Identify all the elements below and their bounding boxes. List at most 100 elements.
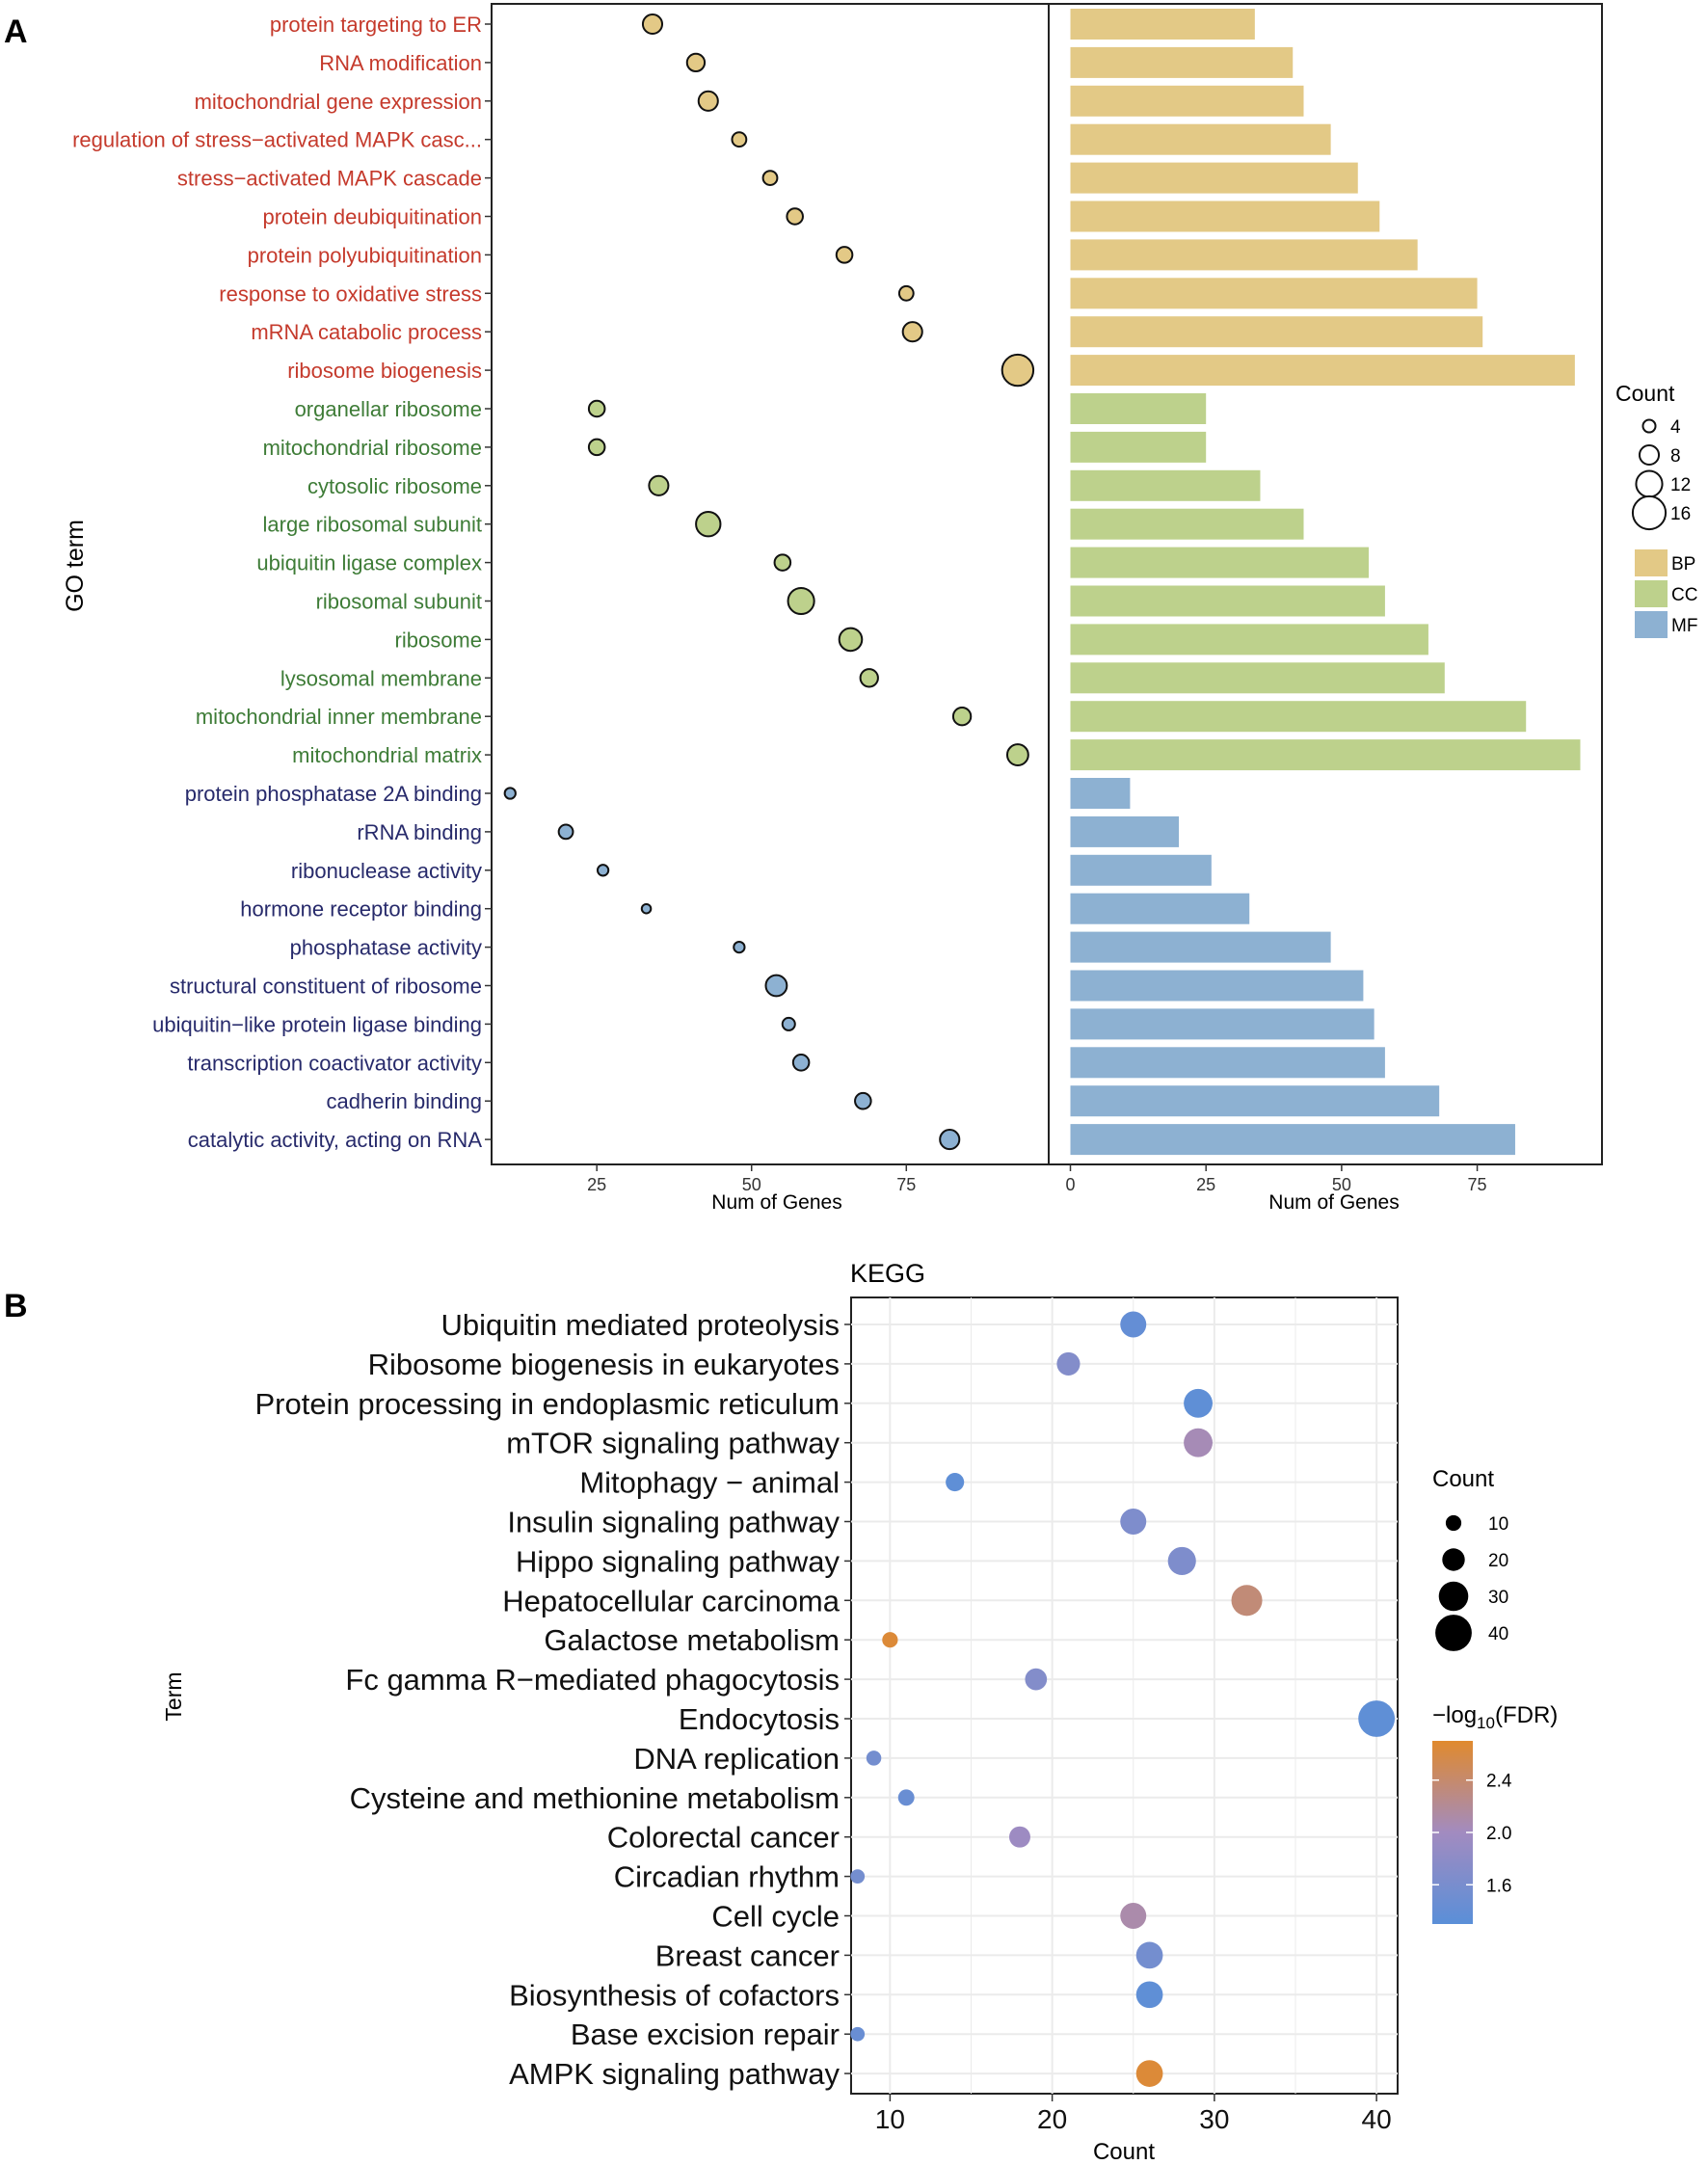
go-legend-size-label: 16: [1670, 504, 1691, 524]
go-term-label: transcription coactivator activity: [187, 1051, 482, 1075]
go-term-label: cadherin binding: [327, 1089, 482, 1113]
go-dot: [587, 438, 606, 457]
go-bar: [1070, 162, 1358, 194]
go-legend-size-label: 12: [1670, 475, 1691, 495]
kegg-plot-area: [850, 1296, 1399, 2095]
kegg-dot: [866, 1751, 882, 1766]
kegg-panel: KEGG Ubiquitin mediated proteolysis Ribos…: [161, 1259, 1558, 2165]
go-bar: [1070, 893, 1250, 924]
go-dot: [648, 474, 670, 496]
kegg-size-legend-circle: [1442, 1548, 1465, 1571]
kegg-dot: [1025, 1668, 1048, 1691]
kegg-dot: [1120, 1509, 1147, 1535]
kegg-dot: [882, 1632, 898, 1648]
go-legend-swatch: [1635, 611, 1668, 638]
go-bar: [1070, 778, 1131, 809]
go-dot: [791, 1054, 811, 1072]
go-legend-size-circle: [1631, 494, 1668, 531]
kegg-term-label: Circadian rhythm: [614, 1860, 840, 1894]
go-dot: [787, 586, 815, 616]
go-legend-size-label: 4: [1670, 417, 1681, 438]
go-bar-x-tick-label: 50: [1332, 1175, 1351, 1194]
go-bar-panel: 0 25 50 75 Num of Genes: [1048, 3, 1603, 1214]
go-bar: [1070, 355, 1575, 387]
go-bar-x-label: Num of Genes: [1268, 1191, 1399, 1214]
go-term-label: protein targeting to ER: [270, 13, 482, 37]
kegg-term-label: Hippo signaling pathway: [516, 1544, 841, 1578]
go-term-label: phosphatase activity: [290, 936, 482, 960]
go-dot: [761, 170, 779, 187]
go-dot: [859, 668, 879, 688]
go-bar: [1070, 123, 1331, 155]
go-dot: [939, 1129, 961, 1151]
go-bar: [1070, 393, 1207, 424]
go-dot-x-tick-label: 75: [896, 1175, 916, 1194]
kegg-term-label: Insulin signaling pathway: [507, 1506, 840, 1539]
kegg-x-axis: 10 20 30 40: [875, 2094, 1392, 2134]
kegg-term-label: Protein processing in endoplasmic reticu…: [254, 1387, 840, 1421]
go-term-label: structural constituent of ribosome: [170, 975, 482, 999]
go-term-label: mitochondrial gene expression: [195, 90, 482, 114]
go-legend: Count 4 8 12 16 BP CC MF: [1615, 381, 1697, 638]
go-bar: [1070, 815, 1180, 847]
kegg-size-legend-label: 10: [1488, 1514, 1508, 1535]
go-bar-x-tick-label: 75: [1468, 1175, 1487, 1194]
go-term-label: protein polyubiquitination: [248, 243, 482, 267]
go-dot: [835, 246, 854, 264]
go-legend-category-label: MF: [1671, 616, 1697, 636]
kegg-term-label: AMPK signaling pathway: [509, 2057, 840, 2091]
go-dot: [697, 90, 719, 112]
kegg-x-label: Count: [1093, 2139, 1155, 2165]
go-term-label: ribonuclease activity: [291, 859, 482, 883]
go-bars: [1070, 9, 1581, 1156]
go-bar: [1070, 701, 1527, 733]
go-bar: [1070, 239, 1418, 271]
kegg-size-legend-circle: [1445, 1514, 1462, 1532]
kegg-colorbar-tick-label: 2.0: [1486, 1824, 1511, 1844]
kegg-dot: [850, 1869, 866, 1884]
kegg-color-title-subscript: 10: [1477, 1714, 1495, 1732]
go-term-label: organellar ribosome: [295, 397, 482, 421]
go-term-label: stress−activated MAPK cascade: [177, 167, 482, 191]
kegg-colorbar-tick-label: 1.6: [1486, 1876, 1511, 1896]
kegg-term-label: Ubiquitin mediated proteolysis: [440, 1308, 840, 1342]
go-bar-x-tick-label: 25: [1196, 1175, 1215, 1194]
go-dot: [897, 284, 915, 302]
kegg-y-label: Term: [161, 1671, 186, 1721]
go-dots: [503, 13, 1035, 1151]
kegg-term-label: Cysteine and methionine metabolism: [350, 1781, 840, 1815]
go-dot: [640, 902, 653, 915]
kegg-dot: [1008, 1826, 1030, 1848]
go-bar: [1070, 970, 1364, 1002]
go-term-label: protein phosphatase 2A binding: [185, 782, 482, 806]
kegg-dot: [1358, 1700, 1396, 1737]
kegg-size-legend-circle: [1435, 1615, 1472, 1651]
kegg-colorbar-ticks: 2.4 2.0 1.6: [1432, 1772, 1512, 1896]
go-legend-count-title: Count: [1615, 381, 1675, 406]
go-bar: [1070, 1085, 1440, 1117]
go-term-label: large ribosomal subunit: [263, 513, 482, 537]
go-dot-panel: protein targeting to ER RNA modification m…: [62, 3, 1050, 1214]
kegg-colorbar-tick-label: 2.4: [1486, 1772, 1512, 1792]
go-dot-x-label: Num of Genes: [711, 1191, 841, 1214]
kegg-color-title-prefix: −log: [1432, 1702, 1477, 1728]
go-legend-categories: BP CC MF: [1635, 549, 1697, 638]
go-bar: [1070, 469, 1261, 501]
go-bar-x-tick-label: 0: [1066, 1175, 1076, 1194]
go-bar: [1070, 9, 1255, 40]
go-dot-x-axis: 25 50 75: [587, 1164, 916, 1194]
go-bar: [1070, 1008, 1374, 1040]
kegg-term-label: Endocytosis: [679, 1702, 840, 1736]
go-bar: [1070, 85, 1304, 117]
go-term-label: response to oxidative stress: [219, 281, 482, 306]
go-legend-sizes: 4 8 12 16: [1631, 417, 1691, 531]
panel-b-label: B: [4, 1288, 28, 1324]
go-term-label: ubiquitin ligase complex: [256, 551, 482, 575]
kegg-term-label: Ribosome biogenesis in eukaryotes: [368, 1348, 840, 1381]
kegg-term-label: Fc gamma R−mediated phagocytosis: [345, 1663, 840, 1697]
go-bar: [1070, 200, 1380, 232]
go-term-label: protein deubiquitination: [262, 205, 482, 229]
go-bar: [1070, 431, 1207, 463]
go-dot: [838, 627, 864, 653]
